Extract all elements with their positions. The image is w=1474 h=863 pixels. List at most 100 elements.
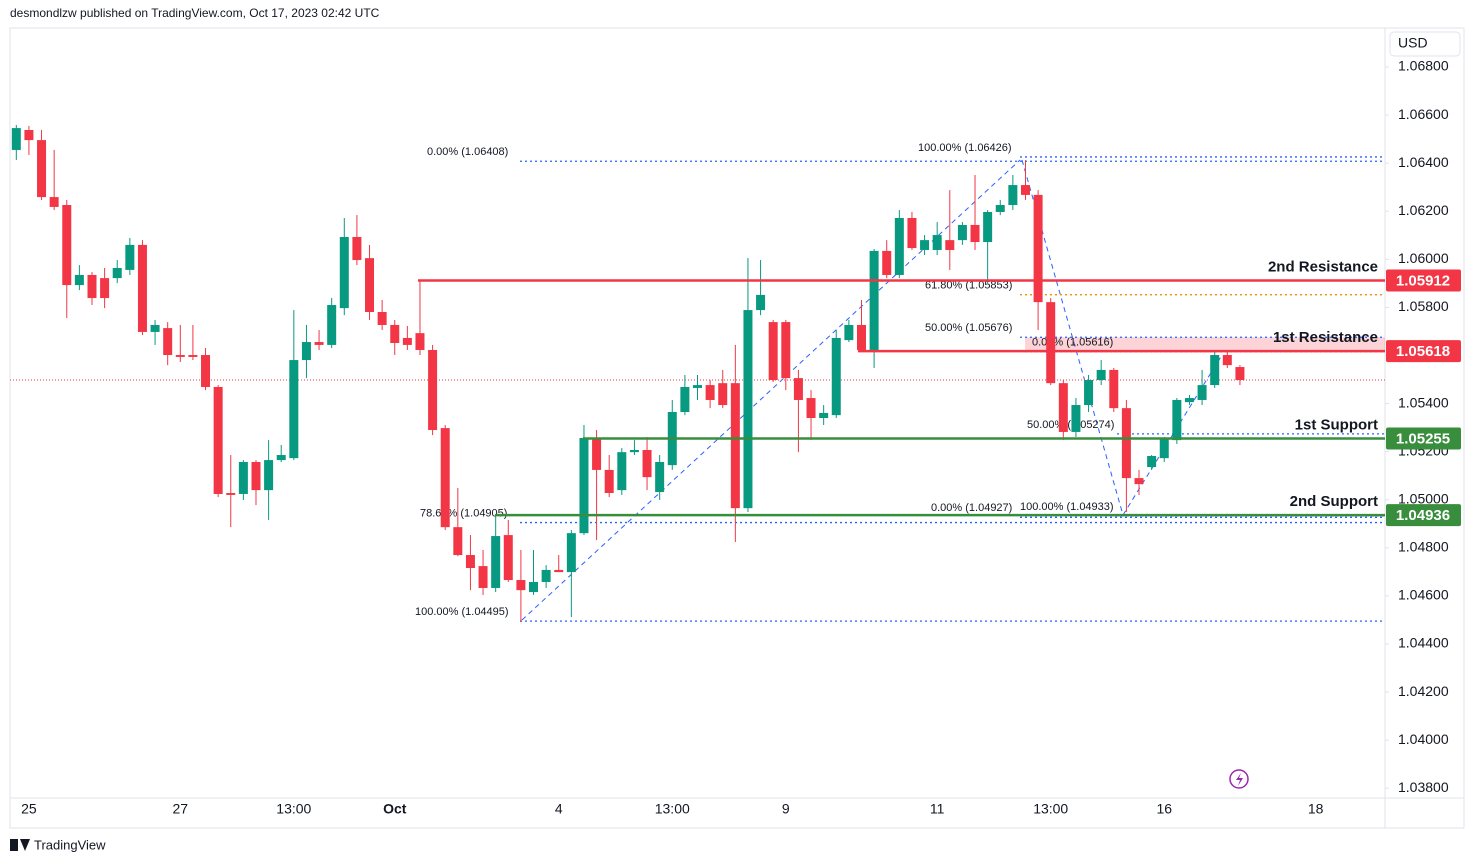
candle-body	[402, 337, 412, 345]
candle-body	[730, 383, 740, 509]
candle-body	[352, 236, 362, 261]
candle-body	[1172, 399, 1182, 441]
tv-logo	[10, 839, 30, 851]
candle-body	[529, 581, 539, 593]
candle-body	[705, 385, 715, 400]
candle-body	[554, 569, 564, 573]
candle-body	[24, 130, 34, 141]
candle-body	[1210, 355, 1220, 386]
candle-body	[970, 224, 980, 243]
candle-body	[49, 197, 59, 207]
level-label: 1st Support	[1295, 416, 1378, 433]
candle-body	[983, 211, 993, 243]
level-label: 1st Resistance	[1273, 329, 1378, 346]
candle-body	[188, 355, 198, 357]
candle-body	[175, 355, 185, 357]
y-tick-label: 1.04000	[1398, 731, 1449, 747]
fib-label: 61.80% (1.05853)	[925, 280, 1012, 292]
candle-body	[856, 324, 866, 350]
y-tick-label: 1.05000	[1398, 490, 1449, 506]
x-tick-label: 9	[782, 801, 790, 817]
candle-body	[251, 461, 261, 491]
y-tick-label: 1.04600	[1398, 587, 1449, 603]
candle-body	[869, 250, 879, 350]
price-tag	[1386, 427, 1461, 450]
candle-body	[1147, 455, 1157, 468]
candle-body	[592, 437, 602, 470]
candle-body	[87, 274, 97, 299]
brand: TradingView	[34, 837, 106, 852]
candle-body	[819, 412, 829, 419]
y-tick-label: 1.05400	[1398, 394, 1449, 410]
candle-body	[37, 140, 47, 198]
y-tick-label: 1.06200	[1398, 202, 1449, 218]
candle-body	[465, 555, 475, 569]
candle-body	[301, 342, 311, 361]
candle-body	[1046, 302, 1056, 384]
x-tick-label: 4	[555, 801, 563, 817]
fib-label: 100.00% (1.06426)	[918, 142, 1012, 154]
candle-body	[289, 360, 299, 459]
price-tag-label: 1.05255	[1396, 430, 1450, 447]
price-tag	[1386, 504, 1461, 527]
candle-body	[844, 324, 854, 341]
candle-body	[1134, 478, 1144, 485]
x-tick-label: 27	[173, 801, 189, 817]
candle-body	[150, 324, 160, 332]
candle-body	[1159, 437, 1169, 459]
candle-body	[365, 258, 375, 312]
candle-body	[491, 536, 501, 588]
price-tag-label: 1.05912	[1396, 272, 1450, 289]
candle-body	[276, 455, 286, 461]
candle-body	[125, 244, 135, 270]
candle-body	[503, 535, 513, 581]
candle-body	[1033, 194, 1043, 303]
candle-body	[831, 337, 841, 416]
price-tag-label: 1.04936	[1396, 507, 1450, 524]
candle-body	[1184, 398, 1194, 403]
candle-body	[453, 527, 463, 556]
candle-body	[100, 278, 110, 299]
candle-body	[1096, 369, 1106, 381]
flash-icon[interactable]	[1229, 769, 1249, 789]
candle-body	[213, 386, 223, 494]
candle-body	[566, 533, 576, 573]
candle-body	[579, 437, 589, 534]
resistance-zone	[1025, 337, 1385, 352]
candle-body	[957, 224, 967, 241]
x-tick-label: 16	[1156, 801, 1172, 817]
y-tick-label: 1.03800	[1398, 779, 1449, 795]
candle-body	[1109, 369, 1119, 409]
candle-body	[264, 460, 274, 491]
candle-body	[62, 205, 72, 286]
candle-body	[693, 385, 702, 388]
publisher-line: desmondlzw published on TradingView.com,…	[10, 6, 380, 20]
candle-body	[339, 236, 349, 309]
candle-body	[1020, 185, 1030, 195]
candle-body	[377, 311, 387, 325]
currency[interactable]: USD	[1398, 35, 1428, 51]
x-tick-label: 11	[930, 801, 945, 817]
candle-body	[390, 324, 400, 344]
candle-body	[541, 569, 551, 582]
candle-body	[743, 310, 753, 509]
candle-body	[1235, 367, 1245, 381]
x-tick-label: 18	[1308, 801, 1324, 817]
candle-body	[793, 378, 803, 400]
y-tick-label: 1.06600	[1398, 106, 1449, 122]
candle-body	[781, 322, 791, 379]
candle-body	[768, 322, 778, 381]
price-tag-label: 1.05618	[1396, 343, 1450, 360]
fib-label: 78.60% (1.04905)	[420, 507, 507, 519]
y-tick-label: 1.04200	[1398, 683, 1449, 699]
candle-body	[655, 461, 665, 493]
level-label: 2nd Resistance	[1268, 258, 1378, 275]
candle-body	[1071, 405, 1081, 432]
candle-body	[516, 580, 526, 591]
currency-box[interactable]	[1389, 31, 1461, 57]
candle-body	[806, 398, 816, 419]
y-tick-label: 1.05800	[1398, 298, 1449, 314]
candle-body	[1197, 385, 1207, 400]
candle-body	[201, 355, 211, 387]
